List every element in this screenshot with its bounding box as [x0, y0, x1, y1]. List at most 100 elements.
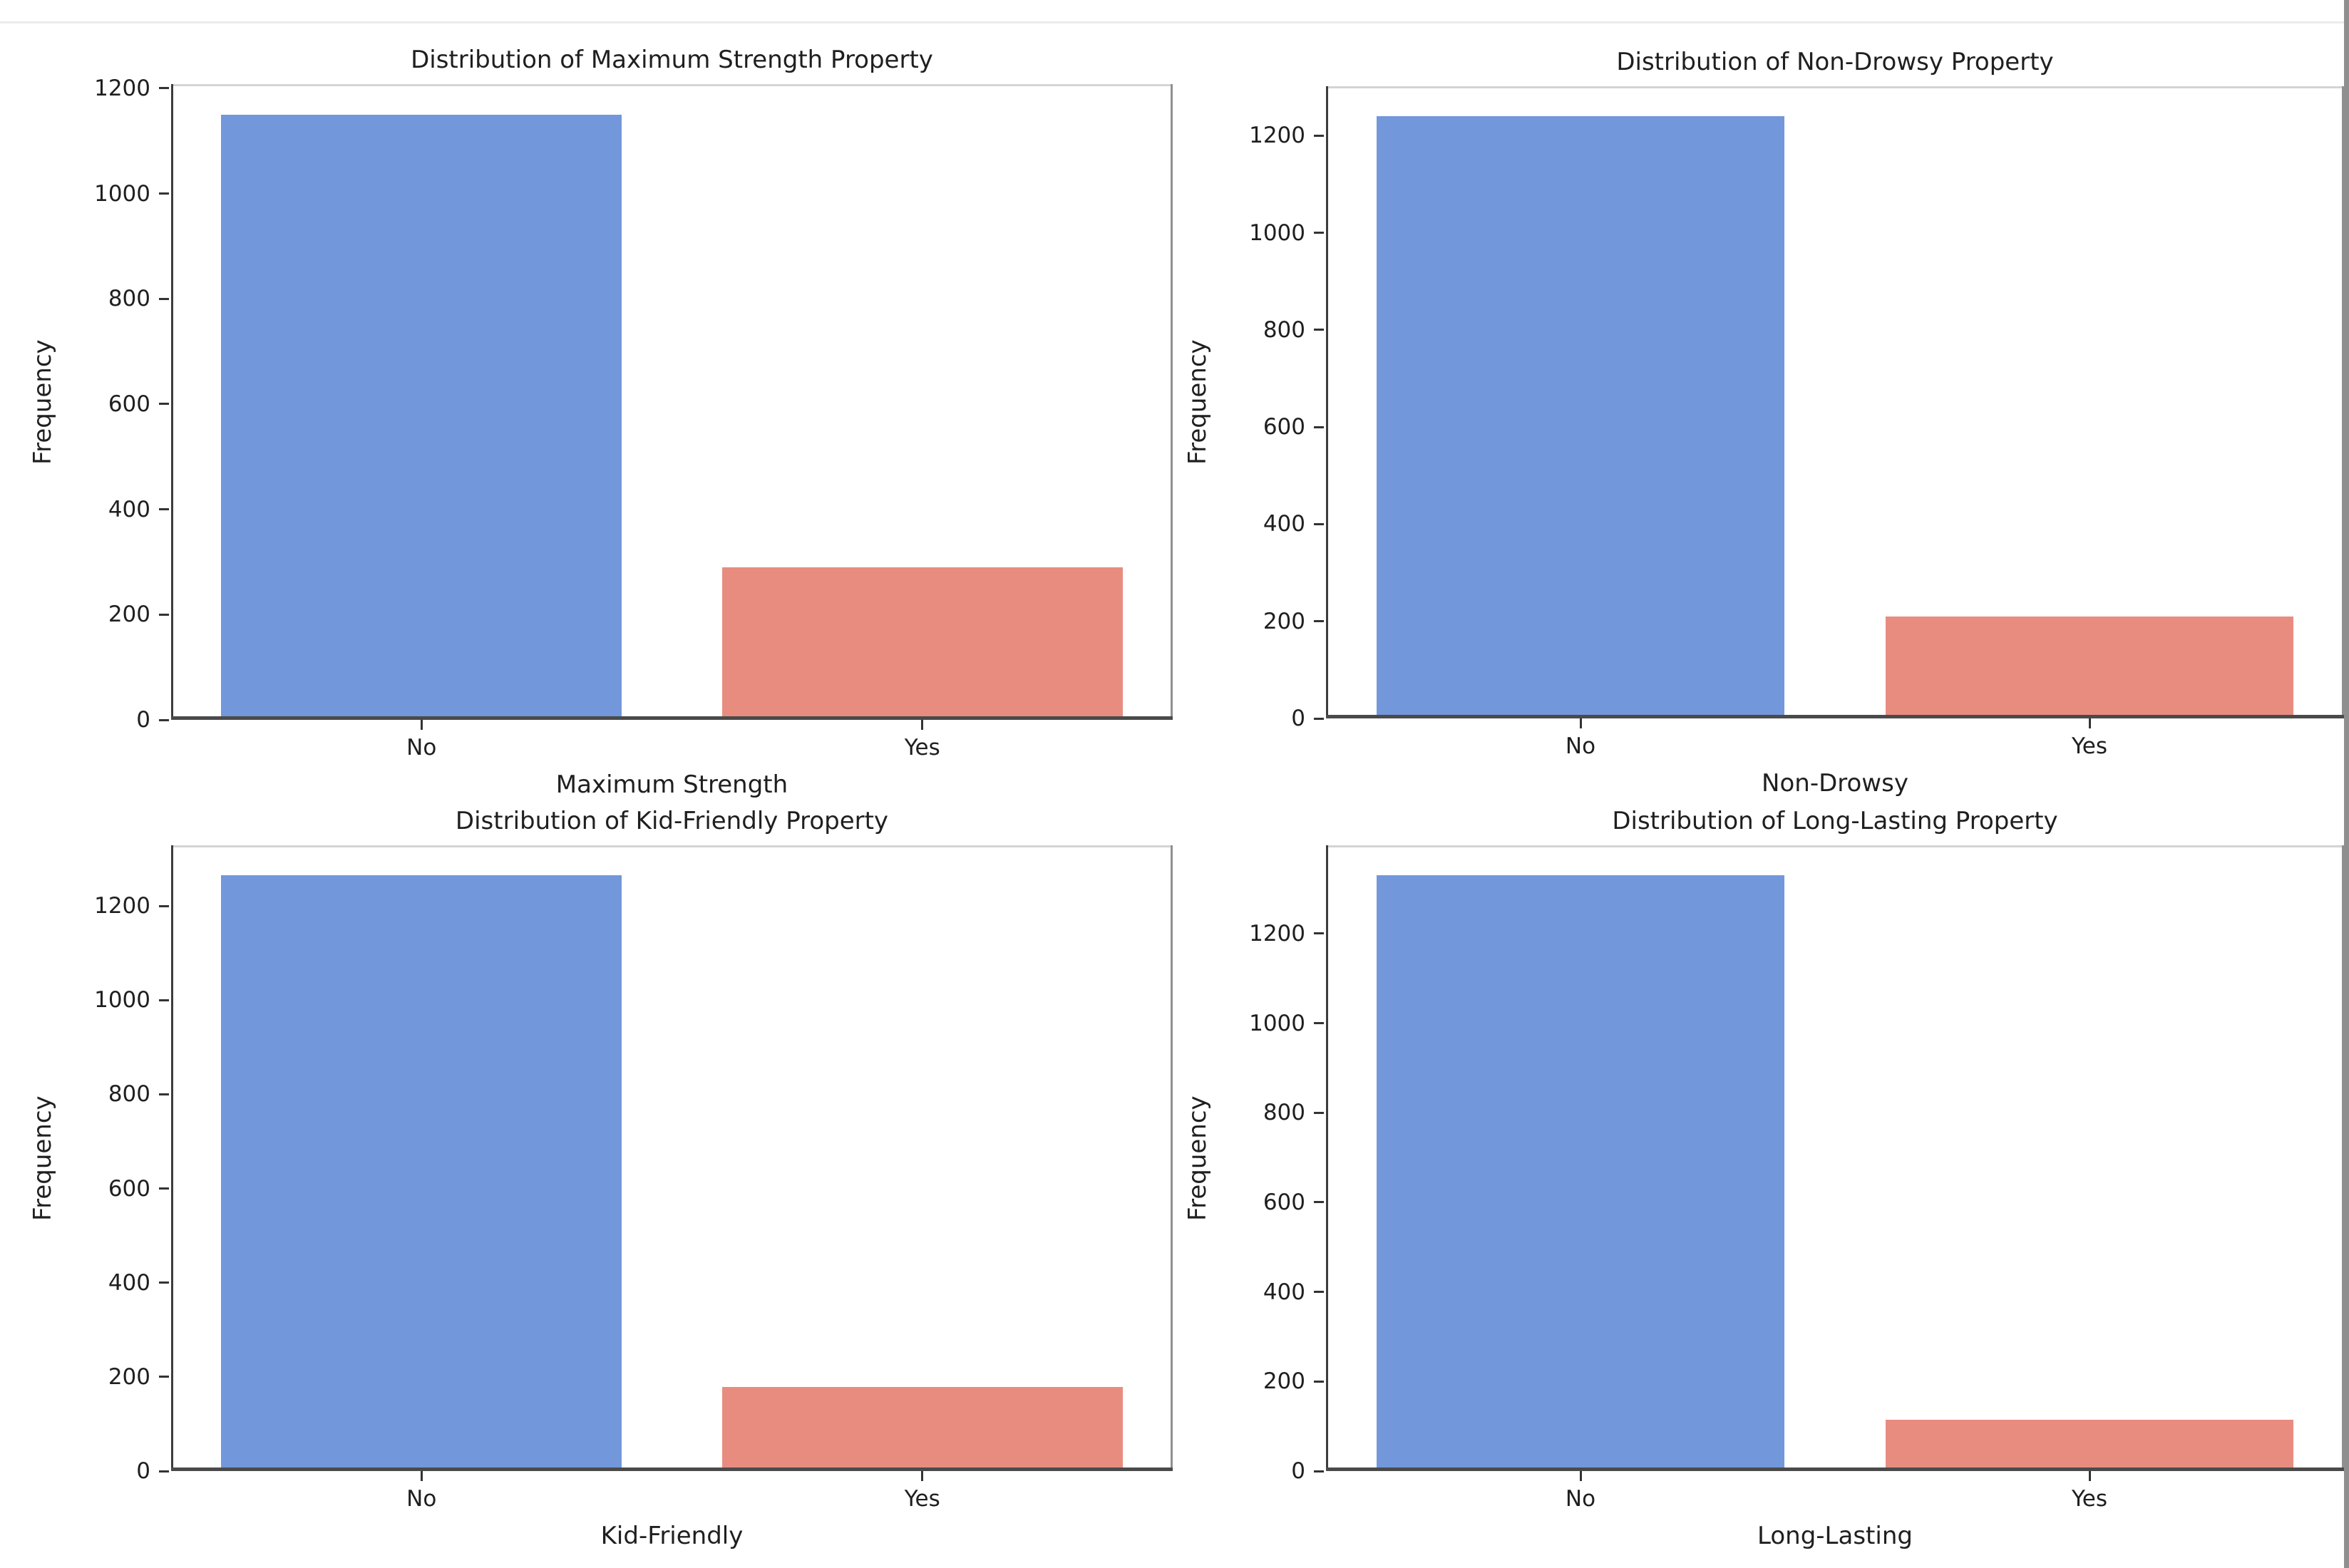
y-tick-label: 0: [136, 707, 150, 733]
y-tick-label: 600: [1263, 414, 1305, 440]
y-tick-mark: [159, 297, 169, 300]
y-tick-mark: [1314, 1111, 1324, 1114]
y-tick-label: 600: [108, 1175, 150, 1202]
y-tick-label: 800: [108, 1081, 150, 1108]
chart-title: Distribution of Kid-Friendly Property: [455, 807, 889, 835]
plot-area: 0 200 400 600 800 1000 1200 No Yes: [94, 845, 1173, 1511]
x-tick-label-no: No: [1565, 733, 1596, 759]
x-axis-label: Non-Drowsy: [1762, 769, 1908, 798]
bar-yes: [721, 567, 1123, 720]
y-tick-mark: [1314, 1201, 1324, 1204]
y-tick-label: 600: [1263, 1189, 1305, 1215]
subplot-non-drowsy: Distribution of Non-Drowsy Property Frequ…: [1183, 48, 2344, 797]
spine-left: [171, 84, 173, 720]
y-tick-mark: [159, 1470, 169, 1472]
x-tick-mark: [2088, 718, 2091, 728]
spine-bottom: [1326, 715, 2344, 718]
y-tick-mark: [159, 718, 169, 721]
bar-no: [1377, 875, 1784, 1471]
y-tick-mark: [1314, 1380, 1324, 1383]
chart-title: Distribution of Long-Lasting Property: [1612, 807, 2058, 835]
spine-bottom: [171, 716, 1173, 720]
y-tick-label: 400: [108, 496, 150, 522]
spine-right: [1171, 845, 1173, 1471]
x-tick-mark: [921, 720, 924, 730]
y-tick-label: 1000: [94, 987, 150, 1013]
y-tick-label: 1000: [94, 180, 150, 207]
y-tick-label: 0: [136, 1458, 150, 1484]
y-tick-mark: [1314, 1470, 1324, 1472]
y-tick-label: 1200: [1249, 123, 1305, 149]
spine-top: [1326, 845, 2344, 847]
bar-yes: [721, 1387, 1123, 1471]
y-tick-mark: [1314, 932, 1324, 935]
y-tick-label: 1200: [1249, 920, 1305, 947]
subplot-kid-friendly: Distribution of Kid-Friendly Property Fre…: [29, 807, 1173, 1549]
y-tick-label: 400: [1263, 511, 1305, 537]
y-tick-label: 800: [1263, 1100, 1305, 1126]
bar-no: [221, 875, 622, 1471]
plot-area: 0 200 400 600 800 1000 1200 No Yes: [1249, 86, 2344, 758]
spine-top: [1326, 86, 2344, 88]
y-tick-mark: [159, 1187, 169, 1190]
bar-yes: [1886, 1420, 2293, 1471]
y-tick-mark: [1314, 1291, 1324, 1294]
x-tick-mark: [1579, 718, 1582, 728]
y-tick-label: 1200: [94, 75, 150, 101]
y-tick-mark: [1314, 1022, 1324, 1024]
y-tick-label: 600: [108, 391, 150, 417]
y-tick-mark: [159, 904, 169, 907]
subplot-long-lasting: Distribution of Long-Lasting Property Fre…: [1183, 807, 2344, 1549]
y-tick-mark: [1314, 425, 1324, 428]
y-tick-label: 400: [1263, 1279, 1305, 1305]
y-tick-mark: [159, 999, 169, 1001]
y-tick-mark: [159, 508, 169, 511]
spine-left: [171, 845, 173, 1471]
y-tick-label: 200: [108, 1363, 150, 1390]
bar-no: [221, 115, 622, 720]
y-tick-mark: [1314, 134, 1324, 137]
page-top-border: [0, 21, 2349, 24]
plot-area: 0 200 400 600 800 1000 1200 No Yes: [94, 77, 1173, 760]
spine-right: [1171, 84, 1173, 720]
spine-bottom: [1326, 1468, 2344, 1471]
y-tick-mark: [1314, 620, 1324, 623]
y-tick-mark: [159, 613, 169, 616]
plot-area: 0 200 400 600 800 1000 1200 No Yes: [1249, 845, 2344, 1511]
spine-left: [1326, 845, 1328, 1471]
y-tick-mark: [159, 1281, 169, 1284]
chart-title: Distribution of Maximum Strength Propert…: [411, 46, 933, 74]
y-tick-mark: [159, 192, 169, 195]
x-tick-label-no: No: [406, 1486, 437, 1512]
x-tick-mark: [2088, 1471, 2091, 1481]
spine-right: [2342, 845, 2344, 1471]
x-axis-label: Long-Lasting: [1757, 1522, 1913, 1550]
y-tick-mark: [1314, 232, 1324, 234]
bar-yes: [1886, 617, 2293, 718]
x-tick-mark: [420, 720, 423, 730]
x-tick-label-yes: Yes: [904, 1486, 940, 1512]
subplot-maximum-strength: Distribution of Maximum Strength Propert…: [29, 46, 1173, 798]
x-tick-label-no: No: [406, 735, 437, 760]
y-tick-mark: [159, 403, 169, 406]
y-tick-label: 200: [1263, 608, 1305, 634]
x-axis-label: Kid-Friendly: [600, 1522, 744, 1550]
x-axis-label: Maximum Strength: [555, 770, 788, 799]
x-tick-mark: [420, 1471, 423, 1481]
y-tick-label: 400: [108, 1269, 150, 1296]
y-tick-label: 800: [1263, 316, 1305, 343]
y-tick-label: 800: [108, 286, 150, 312]
spine-top: [171, 84, 1173, 86]
spine-bottom: [171, 1468, 1173, 1471]
y-tick-mark: [1314, 522, 1324, 525]
y-tick-mark: [159, 87, 169, 90]
y-tick-label: 0: [1291, 1458, 1305, 1484]
x-tick-mark: [921, 1471, 924, 1481]
y-tick-label: 1000: [1249, 220, 1305, 246]
x-tick-label-no: No: [1565, 1486, 1596, 1512]
y-tick-label: 200: [108, 602, 150, 628]
spine-right: [2342, 86, 2344, 718]
chart-title: Distribution of Non-Drowsy Property: [1616, 48, 2054, 76]
page-right-edge: [2344, 0, 2349, 1568]
